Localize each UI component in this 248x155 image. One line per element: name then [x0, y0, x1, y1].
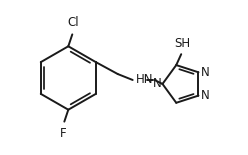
Text: N: N	[200, 89, 209, 102]
Text: F: F	[60, 126, 67, 140]
Text: HN: HN	[136, 73, 153, 86]
Text: SH: SH	[174, 37, 190, 50]
Text: N: N	[200, 66, 209, 79]
Text: Cl: Cl	[67, 16, 79, 29]
Text: N: N	[153, 78, 161, 90]
